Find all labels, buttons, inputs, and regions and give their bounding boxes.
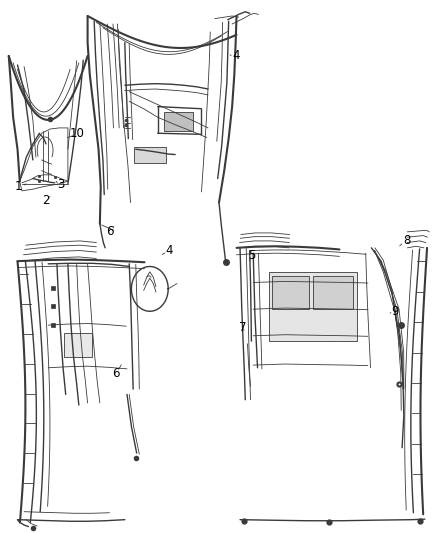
Text: 8: 8 [403,235,410,247]
Bar [272,276,309,309]
Text: 6: 6 [112,367,120,379]
Bar [64,333,92,357]
Text: 4: 4 [165,244,173,257]
Text: 3: 3 [58,179,65,191]
Text: 7: 7 [239,321,247,334]
Bar [313,276,353,309]
Text: 10: 10 [69,127,84,140]
Bar [269,272,357,341]
Text: 2: 2 [42,194,50,207]
Text: 1: 1 [14,180,22,193]
Text: 4: 4 [233,50,240,62]
Text: 5: 5 [248,249,255,262]
Text: 6: 6 [106,225,113,238]
Bar [134,147,166,163]
Text: 9: 9 [391,305,399,318]
Bar [164,112,193,131]
